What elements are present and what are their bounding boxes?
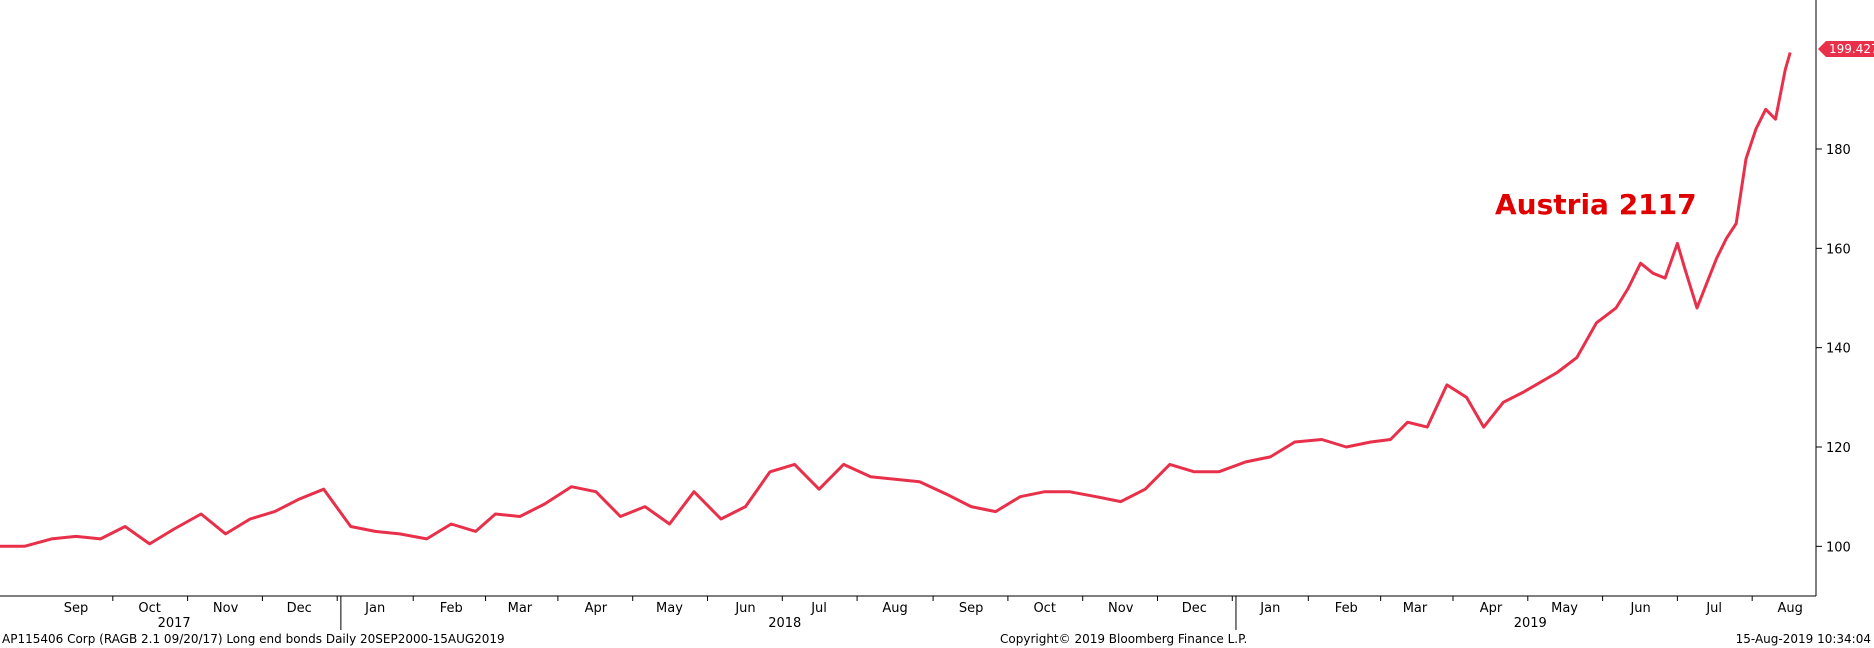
x-tick-label: Jun	[734, 601, 755, 616]
y-tick-label: 180	[1826, 143, 1851, 158]
x-tick-label: Sep	[64, 601, 89, 616]
year-label: 2017	[158, 616, 191, 631]
x-tick-label: Nov	[213, 601, 239, 616]
last-value-label: 199.427	[1829, 42, 1874, 56]
x-tick-label: Jan	[1259, 601, 1280, 616]
last-value-tag	[1818, 41, 1874, 57]
x-tick-label: Mar	[508, 601, 533, 616]
x-tick-label: Oct	[138, 601, 160, 616]
x-tick-label: Nov	[1108, 601, 1134, 616]
x-tick-label: Mar	[1403, 601, 1428, 616]
footer-left: AP115406 Corp (RAGB 2.1 09/20/17) Long e…	[2, 632, 505, 646]
x-tick-label: Aug	[1777, 601, 1802, 616]
series-layer	[0, 52, 1792, 548]
x-tick-label: Sep	[959, 601, 984, 616]
footer-center: Copyright© 2019 Bloomberg Finance L.P.	[1000, 632, 1247, 646]
series-line	[0, 52, 1792, 548]
year-label: 2019	[1514, 616, 1547, 631]
x-tick-label: Jan	[364, 601, 385, 616]
x-tick-label: Jun	[1629, 601, 1650, 616]
y-ticks: 100 120 140 160 180	[1816, 143, 1851, 555]
x-tick-label: Oct	[1033, 601, 1055, 616]
year-label: 2018	[768, 616, 801, 631]
footer-right: 15-Aug-2019 10:34:04	[1736, 632, 1871, 646]
x-tick-label: Aug	[882, 601, 907, 616]
x-tick-label: Apr	[1480, 601, 1503, 616]
y-tick-label: 160	[1826, 242, 1851, 257]
axes	[0, 0, 1817, 597]
y-tick-label: 100	[1826, 540, 1851, 555]
last-value-marker: 199.427	[1818, 41, 1874, 57]
x-tick-label: May	[1551, 601, 1578, 616]
footer: AP115406 Corp (RAGB 2.1 09/20/17) Long e…	[2, 632, 1871, 646]
x-tick-label: May	[656, 601, 683, 616]
x-tick-label: Feb	[1335, 601, 1358, 616]
y-tick-label: 140	[1826, 342, 1851, 357]
y-tick-label: 120	[1826, 441, 1851, 456]
x-tick-label: Jul	[810, 601, 827, 616]
chart-annotation: Austria 2117	[1495, 188, 1697, 221]
x-ticks: Sep Oct Nov Dec Jan Feb Mar Apr May Jun Jul Aug Sep O…	[64, 596, 1803, 630]
year-labels: 2017 2018 2019	[158, 616, 1547, 631]
x-tick-label: Apr	[585, 601, 608, 616]
x-tick-label: Jul	[1705, 601, 1722, 616]
x-tick-label: Dec	[287, 601, 312, 616]
x-tick-label: Feb	[440, 601, 463, 616]
x-tick-label: Dec	[1182, 601, 1207, 616]
